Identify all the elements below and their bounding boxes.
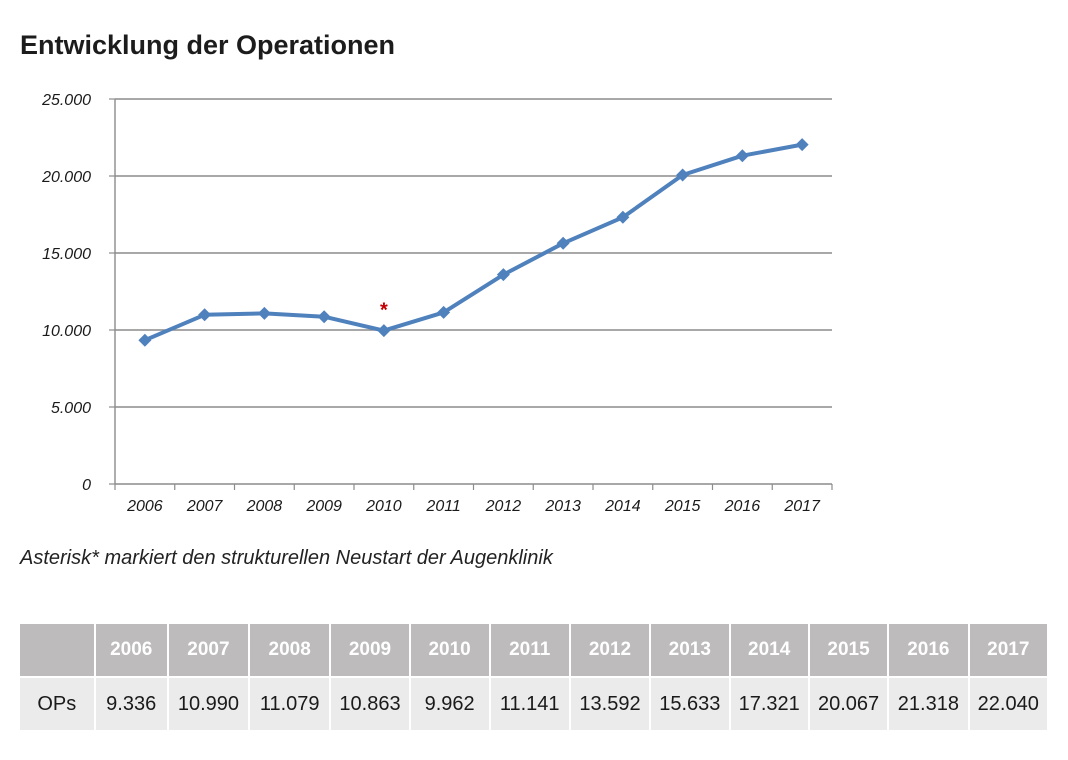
table-cell-value: 11.079 — [250, 676, 332, 730]
table-cell-value: 17.321 — [730, 676, 810, 730]
data-point — [496, 268, 510, 282]
y-tick-label: 5.000 — [51, 400, 91, 417]
y-tick-label: 15.000 — [42, 246, 91, 263]
table-header-year: 2016 — [889, 624, 970, 676]
data-point — [795, 138, 809, 152]
y-axis-ticks: 0 5.000 10.000 15.000 20.000 25.000 — [41, 92, 91, 494]
data-point — [735, 149, 749, 163]
table-row-label: OPs — [20, 676, 96, 730]
table-cell-value: 11.141 — [490, 676, 571, 730]
annotations: * — [380, 300, 388, 322]
x-tick-label: 2014 — [604, 498, 641, 515]
asterisk-annotation: * — [380, 300, 388, 322]
table-header-year: 2013 — [651, 624, 731, 676]
chart-title: Entwicklung der Operationen — [20, 30, 396, 60]
series-line-path — [142, 142, 805, 343]
x-tick-label: 2017 — [783, 498, 821, 515]
table-cell-value: 22.040 — [969, 676, 1047, 730]
series-line — [142, 142, 805, 343]
data-point — [616, 210, 630, 224]
data-point — [676, 168, 690, 182]
y-tick-label: 20.000 — [41, 169, 91, 186]
table-header-year: 2011 — [490, 624, 571, 676]
x-axis-ticks: 2006 2007 2008 2009 2010 2011 2012 2013 2014 2015… — [126, 498, 821, 515]
x-tick-label: 2016 — [724, 498, 761, 515]
table-header-year: 2017 — [969, 624, 1047, 676]
data-point — [317, 310, 331, 324]
table-header-year: 2012 — [570, 624, 652, 676]
data-point — [138, 333, 152, 347]
table-cell-value: 10.863 — [331, 676, 411, 730]
data-point — [377, 324, 391, 338]
table-cell-value: 20.067 — [809, 676, 890, 730]
x-tick-label: 2015 — [664, 498, 701, 515]
table-header-year: 2015 — [809, 624, 890, 676]
x-tick-label: 2008 — [246, 498, 283, 515]
table-cell-value: 9.962 — [410, 676, 491, 730]
x-tick-label: 2012 — [485, 498, 522, 515]
x-tick-label: 2011 — [425, 498, 460, 515]
x-tick-label: 2013 — [544, 498, 581, 515]
table-cell-value: 9.336 — [95, 676, 169, 730]
y-tick-label: 10.000 — [42, 323, 91, 340]
table-header-row: 2006 2007 2008 2009 2010 2011 2012 2013 2014 2015… — [20, 624, 1047, 676]
x-tick-label: 2010 — [365, 498, 402, 515]
chart-caption: Asterisk* markiert den strukturellen Neu… — [20, 547, 553, 569]
table-header-year: 2009 — [331, 624, 411, 676]
table-header-year: 2010 — [410, 624, 491, 676]
x-tick-label: 2006 — [126, 498, 163, 515]
table-header-year: 2014 — [730, 624, 810, 676]
y-tick-label: 25.000 — [41, 92, 91, 109]
grid-lines — [115, 98, 832, 408]
axes — [109, 98, 833, 490]
table-header-year: 2008 — [250, 624, 332, 676]
y-tick-label: 0 — [82, 477, 91, 494]
table-header-year: 2006 — [95, 624, 169, 676]
data-point — [437, 305, 451, 319]
table-cell-value: 21.318 — [889, 676, 970, 730]
data-point — [257, 306, 271, 320]
operations-table: 2006 2007 2008 2009 2010 2011 2012 2013 2014 2015… — [20, 624, 1047, 730]
table-cell-value: 15.633 — [651, 676, 731, 730]
table-header-year: 2007 — [168, 624, 251, 676]
table-row: OPs 9.336 10.990 11.079 10.863 9.962 11.141 13.… — [20, 676, 1047, 730]
x-tick-label: 2007 — [186, 498, 224, 515]
table-cell-value: 10.990 — [168, 676, 251, 730]
series-points — [138, 138, 809, 347]
table-corner-cell — [20, 624, 96, 676]
x-tick-label: 2009 — [305, 498, 342, 515]
data-point — [198, 308, 212, 322]
data-point — [556, 236, 570, 250]
table-cell-value: 13.592 — [570, 676, 652, 730]
